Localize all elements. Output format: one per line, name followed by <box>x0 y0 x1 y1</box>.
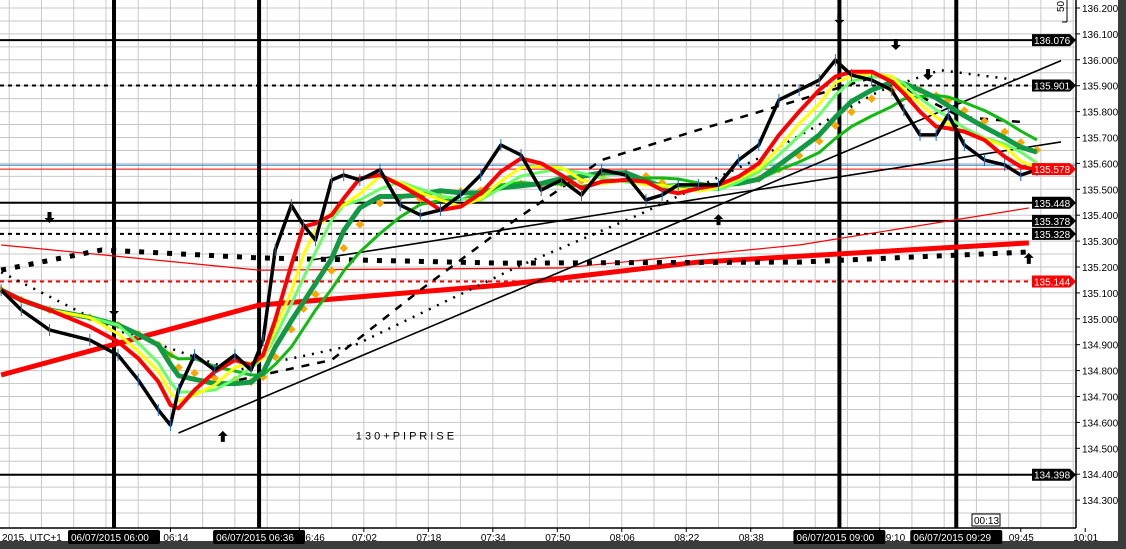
price-tag-bg <box>1032 227 1076 240</box>
x-tick-label: 07:02 <box>352 533 377 544</box>
arrow-up-icon <box>217 430 228 442</box>
time-tag-label: 06/07/2015 09:29 <box>913 533 991 544</box>
y-tick-label: 134.700 <box>1082 393 1119 404</box>
x-tick-label: 09:45 <box>1009 533 1034 544</box>
x-tick-label: 10:01 <box>1073 533 1098 544</box>
y-tick-label: 136.100 <box>1082 30 1119 41</box>
price-tag: 135.144 <box>1032 275 1076 289</box>
time-tag-bg <box>68 530 160 544</box>
x-tick-label: 08:22 <box>674 533 699 544</box>
y-tick-label: 135.600 <box>1082 159 1119 170</box>
long-moving-average <box>238 74 1021 382</box>
y-tick-label: 134.300 <box>1082 496 1119 507</box>
price-tag: 135.901 <box>1032 79 1076 92</box>
long-moving-average <box>0 68 1021 372</box>
price-tag-bg <box>1032 163 1076 176</box>
price-tag: 135.328 <box>1032 227 1076 241</box>
ma-dot <box>355 220 365 229</box>
arrow-down-icon <box>109 305 119 317</box>
time-tag-bg <box>793 530 886 544</box>
y-tick-label: 135.700 <box>1082 134 1119 145</box>
ma-dot <box>190 368 199 378</box>
arrow-down-icon <box>834 13 845 25</box>
x-tick-label: 9:10 <box>886 533 906 544</box>
y-tick-label: 136.200 <box>1082 4 1119 15</box>
ma-dot <box>327 266 336 275</box>
y-tick-label: 134.800 <box>1082 367 1119 378</box>
time-tag-label: 06/07/2015 09:00 <box>796 533 874 544</box>
price-tag: 135.378 <box>1032 214 1076 228</box>
price-tag-label: 135.901 <box>1034 81 1071 92</box>
y-tick-label: 134.500 <box>1082 444 1119 455</box>
price-tag-bg <box>1032 196 1076 209</box>
price-tag-label: 136.076 <box>1034 36 1071 47</box>
y-tick-label: 134.900 <box>1082 341 1119 352</box>
price-tag: 135.448 <box>1032 196 1076 210</box>
arrow-up-icon <box>713 214 724 226</box>
price-tag-label: 135.448 <box>1034 199 1071 210</box>
time-tag-label: 06/07/2015 06:00 <box>71 533 149 544</box>
y-tick-label: 134.600 <box>1082 418 1119 429</box>
ma-dot <box>311 290 320 299</box>
arrow-down-icon <box>44 212 55 224</box>
price-tag: 135.578 <box>1032 163 1076 176</box>
time-tag-bg <box>213 530 306 544</box>
time-tag-bg <box>910 530 1003 544</box>
annotation-text: 1 3 0 + P I P R I S E <box>356 430 454 442</box>
price-tag: 134.398 <box>1032 468 1076 482</box>
x-tick-label: 07:34 <box>481 533 506 544</box>
price-tag-label: 135.328 <box>1034 230 1071 241</box>
y-tick-label: 135.900 <box>1082 82 1119 93</box>
y-tick-label: 135.000 <box>1082 315 1119 326</box>
price-tag-label: 135.378 <box>1034 217 1071 228</box>
period-label: 50 <box>1056 0 1067 12</box>
price-tag-bg <box>1032 34 1076 47</box>
y-tick-label: 136.000 <box>1082 56 1119 67</box>
y-tick-label: 135.400 <box>1082 211 1119 222</box>
price-tag-bg <box>1032 275 1076 288</box>
x-tick-label: 07:18 <box>416 533 441 544</box>
ma-dot <box>339 243 348 253</box>
x-tick-label: 6:46 <box>305 533 325 544</box>
arrow-up-icon <box>1023 252 1034 264</box>
trend-line <box>311 141 1062 261</box>
y-tick-label: 135.200 <box>1082 263 1119 274</box>
x-tick-label: 08:06 <box>610 533 635 544</box>
y-tick-label: 134.400 <box>1082 470 1119 481</box>
long-moving-average <box>0 240 1029 378</box>
price-tag-bg <box>1032 214 1076 227</box>
x-tick-label: 08:38 <box>739 533 764 544</box>
x-tick-label: 07:50 <box>545 533 570 544</box>
ma-dot <box>375 198 385 208</box>
y-tick-label: 135.500 <box>1082 185 1119 196</box>
price-tag-label: 135.578 <box>1034 165 1071 176</box>
moving-average-line <box>0 72 1038 403</box>
arrow-down-icon <box>890 39 901 51</box>
time-tag-label: 06/07/2015 06:36 <box>216 533 294 544</box>
countdown-box <box>971 513 1001 527</box>
countdown-label: 00:13 <box>974 516 999 527</box>
price-axis <box>1076 0 1118 541</box>
plot-background <box>0 0 1118 541</box>
long-moving-average <box>1 207 1029 271</box>
y-tick-label: 135.100 <box>1082 289 1119 300</box>
price-tag-bg <box>1032 468 1076 481</box>
x-tick-label: 06:14 <box>163 533 188 544</box>
y-tick-label: 135.800 <box>1082 108 1119 119</box>
price-tag: 136.076 <box>1032 34 1076 47</box>
price-tag-label: 134.398 <box>1034 471 1071 482</box>
long-moving-average <box>0 247 1029 273</box>
y-tick-label: 135.300 <box>1082 237 1119 248</box>
price-tag-label: 135.144 <box>1034 278 1071 289</box>
price-tag-bg <box>1032 79 1076 92</box>
arrow-down-icon <box>923 69 934 81</box>
timezone-label: 2015, UTC+1 <box>2 533 62 544</box>
